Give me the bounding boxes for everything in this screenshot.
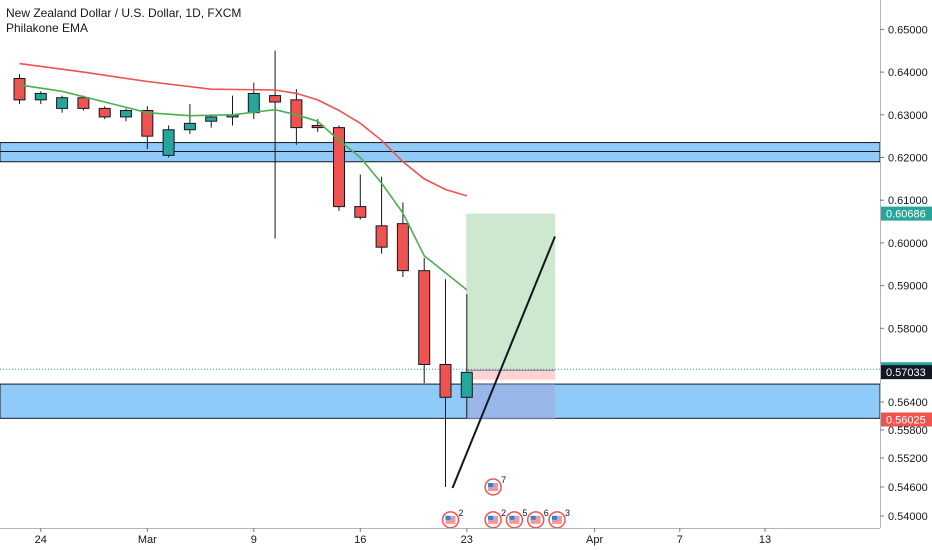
time-tick-label: 13 [759,534,771,546]
time-tick-label: 7 [677,534,683,546]
candle-body [56,97,69,109]
flag-canton [552,515,557,520]
candle-body [269,95,282,103]
candle-body [375,225,388,248]
flag-canton [445,515,451,520]
candle-body [13,78,26,101]
flag-canton [488,515,494,520]
candle-body [141,110,154,137]
candle-body [247,92,260,114]
price-tick-label: 0.60000 [888,238,928,250]
time-tick-label: 9 [251,534,257,546]
us-flag-event-icon[interactable]: 2 [441,508,464,529]
event-count: 5 [522,508,527,518]
support-resistance-zones[interactable] [0,142,881,419]
price-badge[interactable] [881,206,932,221]
flag-canton [509,515,515,520]
price-tick-label: 0.62000 [888,153,928,165]
candle-body [354,206,367,218]
price-tick-label: 0.54000 [888,511,928,523]
event-count: 2 [501,508,506,518]
us-flag-event-icon[interactable]: 5 [505,508,527,529]
us-flag-event-icon[interactable]: 6 [526,508,549,529]
position-box-overlap [466,384,555,420]
symbol-title[interactable]: New Zealand Dollar / U.S. Dollar, 1D, FX… [6,6,242,20]
flag-canton [530,515,536,520]
us-flag-event-icon[interactable]: 3 [548,508,570,529]
trendline-drawing[interactable] [451,236,556,489]
price-badge-label: 0.56025 [886,415,926,427]
time-tick-label: Apr [586,534,603,546]
price-badge[interactable] [881,412,932,427]
candle-body [120,110,132,118]
price-tick-label: 0.55800 [888,425,928,437]
us-flag-event-icon[interactable]: 7 [484,475,506,496]
price-tick-label: 0.64000 [888,67,928,79]
candle-body [183,122,196,131]
price-tick-label: 0.59000 [888,281,928,293]
price-badge[interactable] [881,365,932,380]
trendline[interactable] [451,236,556,489]
price-tick-label: 0.63000 [888,110,928,122]
time-axis-background [0,528,932,550]
event-count: 6 [544,508,549,518]
price-badge-label: 0.60686 [886,209,926,221]
ema-fast-line [19,84,468,291]
candle-body [460,371,473,398]
price-tick-label: 0.56400 [888,397,928,409]
candle-body [418,270,431,365]
candle-body [311,124,324,129]
candle-body [162,129,175,156]
flag-canton [488,483,494,487]
price-tick-label: 0.55200 [888,453,928,465]
time-tick-label: Mar [138,534,157,546]
event-count: 3 [565,508,570,518]
time-axis[interactable]: 24 Mar 9 16 23 Apr 7 13 [35,528,771,546]
time-tick-label: 24 [35,534,47,546]
event-count: 2 [459,508,464,518]
price-badge-label: 0.57033 [886,367,926,379]
candle-body [98,107,111,118]
candle-body [205,116,218,122]
price-axis-background [880,0,932,528]
price-tick-label: 0.61000 [888,195,928,207]
price-tick-label: 0.58000 [888,323,928,335]
price-axis[interactable]: 0.65000 0.64000 0.63000 0.62000 0.61000 0.600… [880,24,932,523]
indicator-title[interactable]: Philakone EMA [6,21,89,35]
long-position-tool[interactable] [0,213,880,420]
us-flag-event-icon[interactable]: 2 [484,508,506,529]
candle-body [333,127,345,208]
price-tick-label: 0.54600 [888,482,928,494]
candle-body [77,97,90,109]
ema-slow-line [19,62,468,197]
time-tick-label: 16 [354,534,366,546]
candle-body [439,363,452,398]
time-tick-label: 23 [461,534,473,546]
ema-lines [19,62,468,291]
candle-body [34,92,47,101]
zone-rect[interactable] [0,142,881,163]
candlestick-series [13,50,473,487]
chart-legend: New Zealand Dollar / U.S. Dollar, 1D, FX… [6,6,241,36]
candle-body [396,223,409,272]
event-count: 7 [501,475,506,485]
economic-events[interactable]: 2 7 2 5 6 3 [441,475,571,529]
stop-zone[interactable] [466,369,555,380]
price-tick-label: 0.65000 [888,24,928,36]
